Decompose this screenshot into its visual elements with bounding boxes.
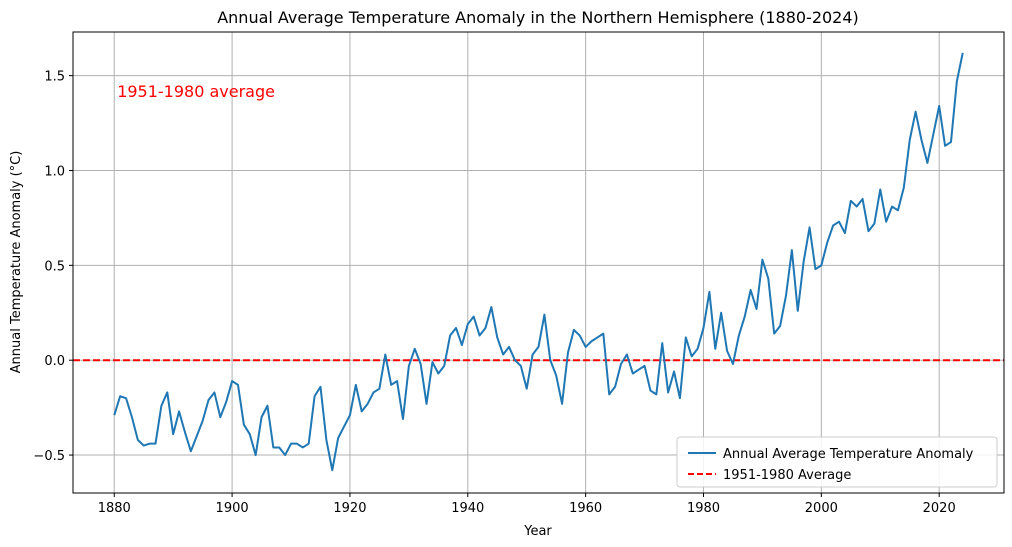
x-tick-label: 2020 [923, 501, 956, 516]
legend-label-anomaly: Annual Average Temperature Anomaly [723, 447, 974, 462]
series-line-temperature-anomaly [113, 52, 964, 472]
y-tick-label: 0.0 [44, 354, 65, 369]
plot-frame [72, 31, 1005, 494]
x-tick-label: 2000 [805, 501, 838, 516]
x-tick-label: 1900 [216, 501, 249, 516]
legend: Annual Average Temperature Anomaly 1951-… [676, 436, 998, 488]
x-tick-label: 1960 [569, 501, 602, 516]
baseline-annotation: 1951-1980 average [117, 82, 275, 101]
y-tick-label: 1.5 [44, 70, 65, 85]
x-axis-label: Year [523, 524, 552, 539]
axis-ticks: 1880 1900 1920 1940 1960 1980 2000 2020 −0.5 0.0 0… [33, 70, 955, 516]
y-axis-label: Annual Temperature Anomaly (°C) [9, 151, 24, 374]
legend-box [676, 436, 998, 488]
x-tick-label: 1980 [687, 501, 720, 516]
chart-title: Annual Average Temperature Anomaly in th… [217, 8, 859, 27]
x-tick-label: 1940 [451, 501, 484, 516]
legend-label-average: 1951-1980 Average [723, 468, 851, 483]
x-tick-label: 1880 [98, 501, 131, 516]
y-tick-label: 0.5 [44, 259, 65, 274]
series-layer [113, 52, 964, 472]
x-tick-label: 1920 [333, 501, 366, 516]
y-tick-label: −0.5 [33, 449, 65, 464]
y-tick-label: 1.0 [44, 164, 65, 179]
